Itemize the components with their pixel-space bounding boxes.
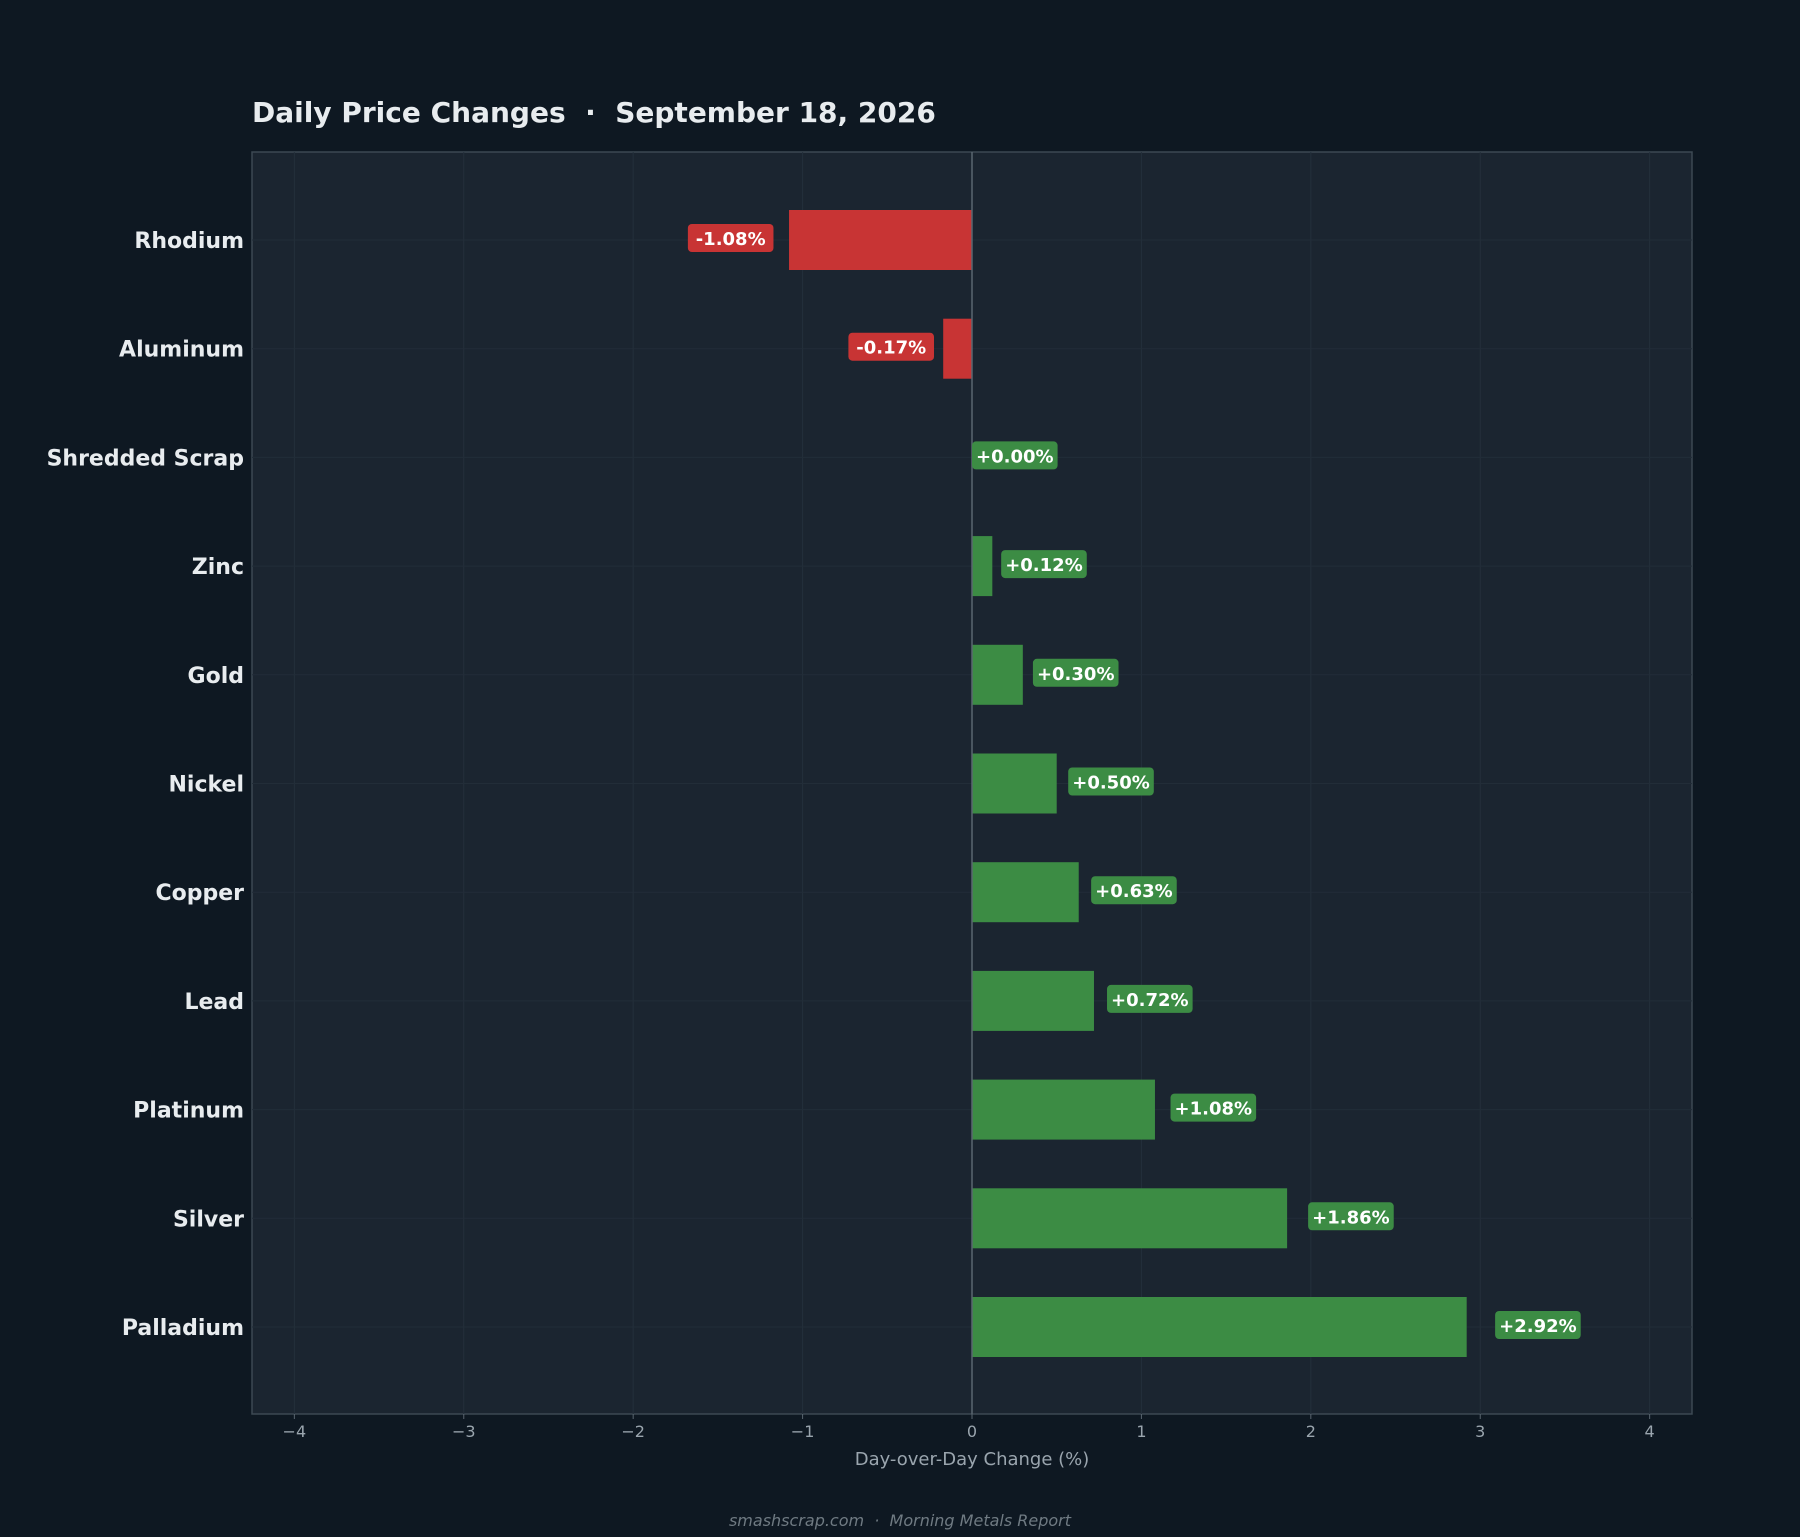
category-label-copper: Copper [155, 881, 244, 906]
value-label-badge [1308, 1202, 1394, 1231]
bars [789, 210, 1467, 1357]
value-label-silver: +1.86% [1308, 1202, 1394, 1231]
value-label-text: -1.08% [696, 229, 766, 250]
value-label-badge [1107, 984, 1193, 1013]
value-label-badge [1068, 767, 1154, 796]
footer-text: smashscrap.com · Morning Metals Report [729, 1511, 1072, 1530]
x-tick-label: 3 [1475, 1422, 1485, 1441]
value-label-badge [848, 332, 935, 361]
x-axis-label: Day-over-Day Change (%) [855, 1449, 1090, 1470]
bar-aluminum [943, 318, 972, 379]
bar-rhodium [789, 210, 972, 270]
x-tick-label: −3 [452, 1422, 476, 1441]
value-label-zinc: +0.12% [1001, 550, 1087, 579]
x-tick-label: 0 [967, 1422, 977, 1441]
value-label-aluminum: -0.17% [848, 332, 935, 361]
bar-silver [972, 1188, 1288, 1249]
bar-palladium [972, 1297, 1467, 1357]
value-label-text: -0.17% [856, 338, 926, 359]
category-label-rhodium: Rhodium [134, 229, 244, 254]
chart-title: Daily Price Changes · September 18, 2026 [252, 96, 936, 129]
x-tick-label: −1 [791, 1422, 815, 1441]
value-label-text: +0.12% [1005, 555, 1083, 576]
bar-lead [972, 970, 1094, 1031]
category-label-zinc: Zinc [192, 555, 244, 580]
value-label-palladium: +2.92% [1495, 1311, 1581, 1339]
value-label-text: +0.50% [1072, 773, 1150, 794]
category-label-nickel: Nickel [169, 773, 245, 798]
value-label-badge [687, 224, 774, 252]
value-label-lead: +0.72% [1107, 984, 1193, 1013]
category-labels: Rhodium Aluminum Shredded Scrap Zinc Gold Nic… [47, 229, 245, 1341]
category-label-aluminum: Aluminum [119, 338, 244, 363]
value-labels: -1.08% -0.17% +0.00% +0.12% +0.30% +0.50% +0.6… [687, 224, 1581, 1339]
value-label-badge [1495, 1311, 1581, 1339]
category-label-platinum: Platinum [133, 1099, 244, 1124]
category-label-lead: Lead [184, 990, 244, 1015]
x-tick-label: 1 [1136, 1422, 1146, 1441]
value-label-nickel: +0.50% [1068, 767, 1154, 796]
value-label-badge [972, 441, 1058, 470]
value-label-rhodium: -1.08% [687, 224, 774, 252]
x-tick-label: 4 [1645, 1422, 1655, 1441]
bar-zinc [972, 536, 993, 597]
value-label-badge [1001, 550, 1087, 579]
category-label-gold: Gold [188, 664, 244, 689]
x-tick-label: −2 [621, 1422, 645, 1441]
x-axis-ticks: −4 −3 −2 −1 0 1 2 3 4 [283, 1414, 1655, 1441]
value-label-text: +1.08% [1175, 1099, 1253, 1120]
value-label-shredded-scrap: +0.00% [972, 441, 1058, 470]
value-label-text: +0.30% [1037, 664, 1115, 685]
value-label-platinum: +1.08% [1170, 1093, 1257, 1122]
value-label-badge [1170, 1093, 1257, 1122]
category-label-shredded-scrap: Shredded Scrap [47, 446, 244, 471]
x-tick-label: −4 [283, 1422, 307, 1441]
category-label-silver: Silver [173, 1207, 244, 1232]
x-tick-label: 2 [1306, 1422, 1316, 1441]
value-label-copper: +0.63% [1091, 876, 1177, 905]
value-label-text: +0.63% [1095, 881, 1173, 902]
value-label-badge [1091, 876, 1177, 905]
value-label-gold: +0.30% [1032, 658, 1119, 687]
value-label-text: +0.72% [1111, 990, 1189, 1011]
value-label-text: +2.92% [1499, 1316, 1577, 1337]
value-label-badge [1032, 658, 1119, 687]
bar-copper [972, 862, 1079, 923]
category-label-palladium: Palladium [122, 1316, 244, 1341]
bar-nickel [972, 753, 1057, 814]
bar-platinum [972, 1079, 1155, 1140]
value-label-text: +1.86% [1312, 1207, 1390, 1228]
value-label-text: +0.00% [976, 446, 1054, 467]
bar-gold [972, 644, 1023, 705]
